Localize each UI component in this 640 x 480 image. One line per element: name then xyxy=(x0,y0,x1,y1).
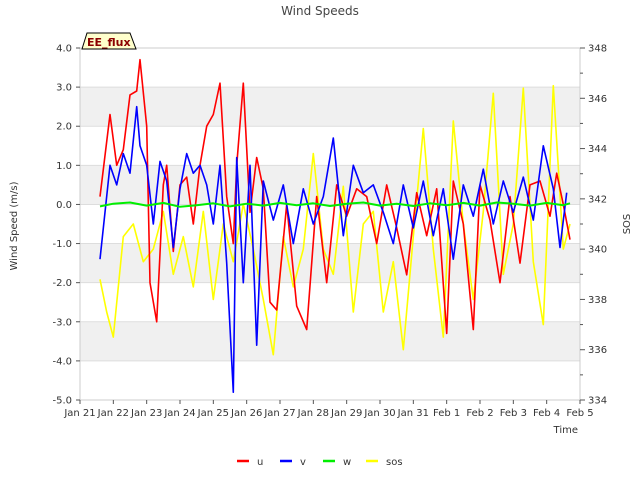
legend-label-sos: sos xyxy=(386,457,403,468)
y-tick-label: 2.0 xyxy=(56,122,72,133)
legend: u v w sos xyxy=(237,457,403,468)
y-tick-label: -3.0 xyxy=(52,317,72,328)
y-tick-label: 3.0 xyxy=(56,83,72,94)
y-tick-label: -5.0 xyxy=(52,396,72,407)
y-tick-label: 0.0 xyxy=(56,200,72,211)
x-tick-label: Jan 29 xyxy=(330,408,362,419)
x-tick-label: Jan 30 xyxy=(363,408,395,419)
site-label-box: EE_flux xyxy=(81,32,137,50)
legend-label-v: v xyxy=(300,457,306,468)
y2-tick-label: 346 xyxy=(588,94,607,105)
x-tick-label: Jan 23 xyxy=(130,408,162,419)
series-layer xyxy=(99,58,571,394)
plot-bands xyxy=(80,87,580,361)
legend-label-u: u xyxy=(257,457,263,468)
x-tick-label: Feb 3 xyxy=(500,408,527,419)
chart-title: Wind Speeds xyxy=(281,4,359,18)
legend-label-w: w xyxy=(343,457,351,468)
x-tick-label: Jan 26 xyxy=(230,408,262,419)
plot-band xyxy=(80,87,580,127)
y2-axis-title: SOS xyxy=(622,214,633,235)
x-tick-label: Feb 2 xyxy=(466,408,493,419)
y-tick-label: -4.0 xyxy=(52,356,72,367)
y2-tick-label: 342 xyxy=(588,194,607,205)
y-tick-label: -2.0 xyxy=(52,278,72,289)
left-axis: 4.0 3.0 2.0 1.0 0.0 -1.0 -2.0 -3.0 -4.0 -5.0 xyxy=(52,44,80,407)
y-tick-label: -1.0 xyxy=(52,239,72,250)
right-axis: 348 346 344 342 340 338 336 334 xyxy=(580,44,607,407)
y-tick-label: 4.0 xyxy=(56,44,72,55)
x-tick-label: Jan 22 xyxy=(97,408,129,419)
y2-tick-label: 334 xyxy=(588,396,607,407)
x-tick-label: Jan 25 xyxy=(197,408,229,419)
x-tick-label: Jan 27 xyxy=(263,408,295,419)
series-line-v xyxy=(99,105,568,394)
x-tick-label: Jan 31 xyxy=(397,408,429,419)
series-line-w xyxy=(99,201,571,208)
x-axis-title: Time xyxy=(553,425,578,436)
y-tick-label: 1.0 xyxy=(56,161,72,172)
plot-band xyxy=(80,321,580,361)
y2-tick-label: 340 xyxy=(588,245,607,256)
x-axis: Jan 21 Jan 22 Jan 23 Jan 24 Jan 25 Jan 26 Jan … xyxy=(63,400,594,419)
x-tick-label: Feb 4 xyxy=(533,408,560,419)
x-tick-label: Feb 1 xyxy=(433,408,460,419)
series-line-u xyxy=(99,58,571,335)
y2-tick-label: 348 xyxy=(588,44,607,55)
y2-tick-label: 336 xyxy=(588,345,607,356)
x-tick-label: Jan 21 xyxy=(63,408,95,419)
series-line-sos xyxy=(99,84,571,356)
x-tick-label: Jan 28 xyxy=(297,408,329,419)
y2-tick-label: 338 xyxy=(588,295,607,306)
y-axis-title: Wind Speed (m/s) xyxy=(9,181,20,270)
x-tick-label: Jan 24 xyxy=(163,408,195,419)
x-tick-label: Feb 5 xyxy=(566,408,593,419)
site-label: EE_flux xyxy=(87,36,131,49)
y2-tick-label: 344 xyxy=(588,144,607,155)
